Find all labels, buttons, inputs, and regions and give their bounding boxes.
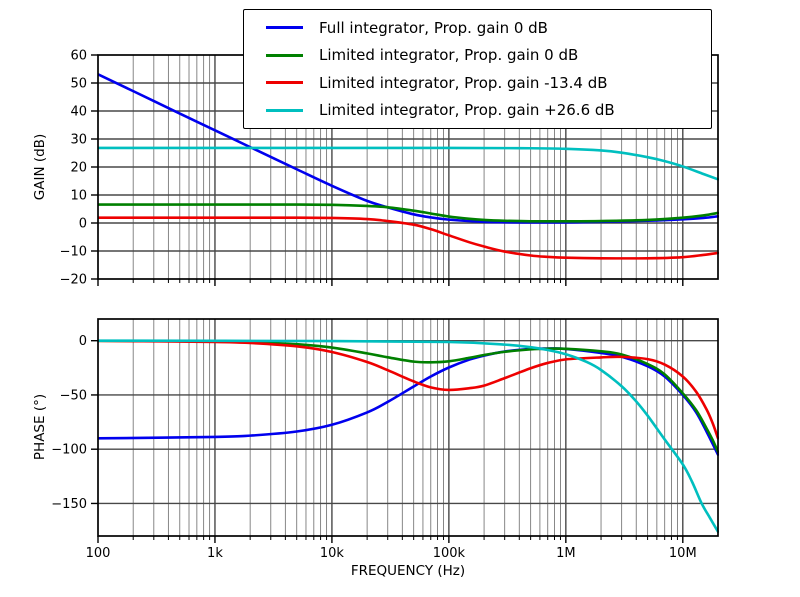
y-tick-label: 20 xyxy=(70,161,87,176)
gain-series-group xyxy=(98,73,719,260)
phase-series-group xyxy=(98,339,719,533)
legend-item-label: Full integrator, Prop. gain 0 dB xyxy=(319,18,548,37)
x-tick-label: 10k xyxy=(320,546,345,561)
y-tick-label: −50 xyxy=(60,388,87,403)
legend-item-3: Limited integrator, Prop. gain +26.6 dB xyxy=(244,97,711,124)
y-tick-label: −10 xyxy=(60,245,87,260)
legend-item-label: Limited integrator, Prop. gain +26.6 dB xyxy=(319,101,615,120)
y-tick-label: −150 xyxy=(51,497,87,512)
legend-item-label: Limited integrator, Prop. gain 0 dB xyxy=(319,46,579,65)
y-tick-label: 50 xyxy=(70,77,87,92)
x-axis-label: FREQUENCY (Hz) xyxy=(350,563,466,579)
series-line-limited-integrator-prop-gain-13-4-db xyxy=(98,216,719,260)
x-tick-label: 100 xyxy=(86,546,111,561)
legend-item-2: Limited integrator, Prop. gain -13.4 dB xyxy=(244,69,711,96)
phase-plot: 100 1k 10k 100k 1M 10M 0 −50 −100 −150 xyxy=(51,318,719,561)
gain-y-axis-label: GAIN (dB) xyxy=(32,133,48,201)
y-tick-label: −100 xyxy=(51,443,87,458)
series-line-full-integrator-prop-gain-0-db xyxy=(98,347,719,456)
series-line-limited-integrator-prop-gain-26-6-db xyxy=(98,339,719,533)
y-tick-label: 40 xyxy=(70,105,87,120)
y-tick-label: −20 xyxy=(60,273,87,288)
y-tick-label: 30 xyxy=(70,133,87,148)
series-line-limited-integrator-prop-gain-0-db xyxy=(98,339,719,454)
phase-y-axis-label: PHASE (°) xyxy=(32,393,48,461)
legend-item-1: Limited integrator, Prop. gain 0 dB xyxy=(244,42,711,69)
x-tick-label: 1M xyxy=(556,546,576,561)
legend-item-label: Limited integrator, Prop. gain -13.4 dB xyxy=(319,73,608,92)
legend-line-swatch xyxy=(266,81,303,85)
series-line-limited-integrator-prop-gain-26-6-db xyxy=(98,146,719,181)
legend-line-swatch xyxy=(266,108,303,112)
legend-line-swatch xyxy=(266,26,303,30)
y-tick-label: 0 xyxy=(79,217,87,232)
y-tick-label: 0 xyxy=(79,334,87,349)
y-tick-label: 10 xyxy=(70,189,87,204)
axes-spines xyxy=(97,318,719,537)
series-line-limited-integrator-prop-gain-13-4-db xyxy=(98,339,719,440)
x-tick-label: 100k xyxy=(433,546,466,561)
x-tick-label: 1k xyxy=(207,546,223,561)
legend-line-swatch xyxy=(266,53,303,57)
series-line-limited-integrator-prop-gain-0-db xyxy=(98,203,719,223)
x-tick-label: 10M xyxy=(669,546,697,561)
legend-item-0: Full integrator, Prop. gain 0 dB xyxy=(244,14,711,41)
y-tick-label: 60 xyxy=(70,49,87,64)
legend: Full integrator, Prop. gain 0 dB Limited … xyxy=(243,9,712,129)
